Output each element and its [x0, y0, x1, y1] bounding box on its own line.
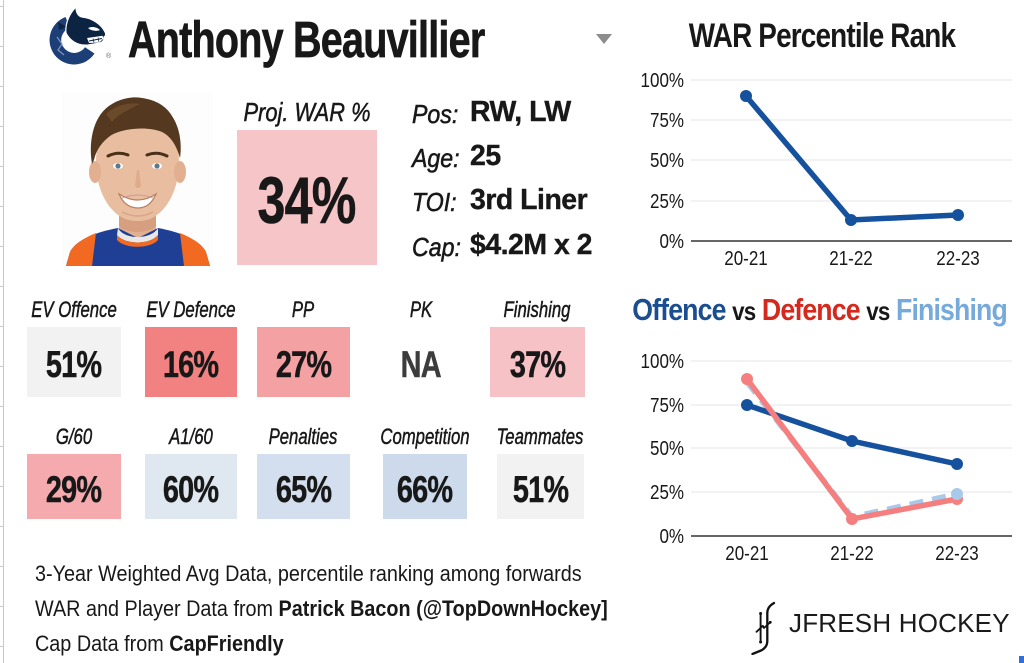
svg-text:22-23: 22-23 [935, 542, 978, 565]
svg-text:22-23: 22-23 [936, 247, 979, 270]
svg-text:100%: 100% [641, 350, 684, 373]
svg-text:21-22: 21-22 [829, 247, 872, 270]
svg-text:0%: 0% [659, 525, 684, 548]
svg-text:0%: 0% [659, 230, 684, 253]
svg-text:20-21: 20-21 [725, 542, 768, 565]
svg-text:100%: 100% [641, 69, 684, 92]
svg-text:75%: 75% [650, 109, 684, 132]
svg-text:25%: 25% [650, 481, 684, 504]
svg-text:75%: 75% [650, 394, 684, 417]
svg-text:21-22: 21-22 [830, 542, 873, 565]
svg-text:50%: 50% [650, 437, 684, 460]
svg-text:25%: 25% [650, 190, 684, 213]
svg-text:20-21: 20-21 [724, 247, 767, 270]
svg-text:50%: 50% [650, 149, 684, 172]
